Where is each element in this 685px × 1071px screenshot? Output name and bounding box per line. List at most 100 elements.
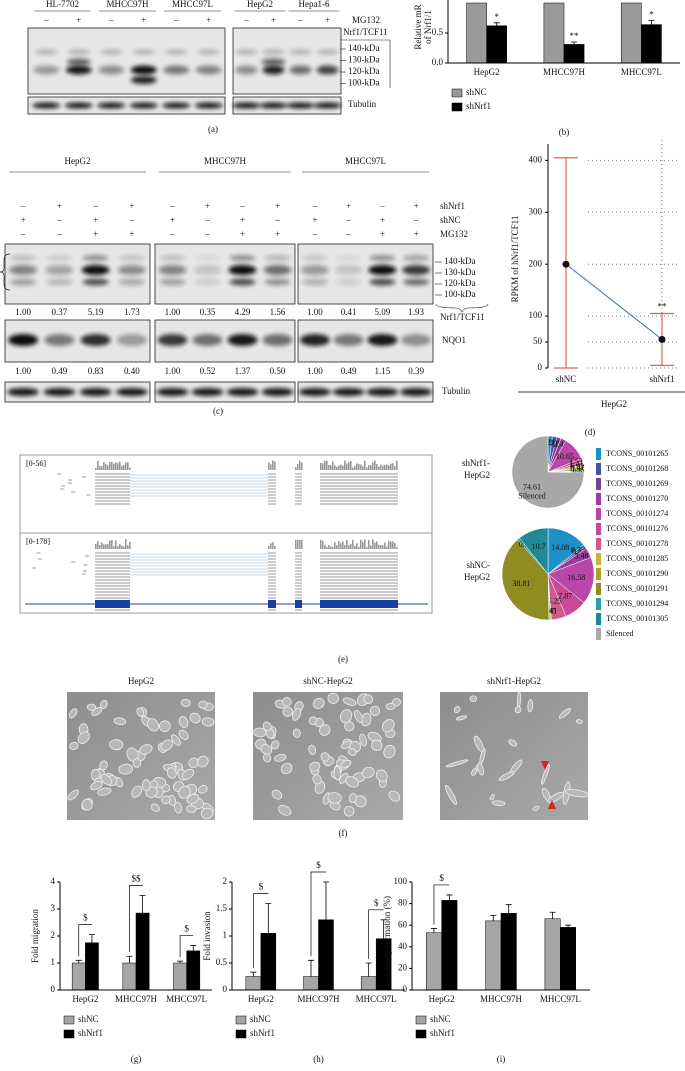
bar [425,932,442,991]
group-label: HepG2 [65,156,91,166]
sign: + [240,229,245,239]
y-tick-label: 0.0 [432,57,444,67]
band [158,265,187,275]
bracket [368,909,384,959]
brace [435,303,489,313]
band [65,65,92,75]
blot [27,27,226,95]
cell [262,721,272,732]
coverage [354,465,356,470]
significance: $ [184,924,189,934]
error-bar [571,41,578,45]
coverage [360,539,362,549]
cell [348,793,358,804]
sign: + [414,201,419,211]
significance: $ [83,913,88,923]
coverage [356,463,358,470]
exon [268,600,276,608]
cell [97,787,112,796]
pie-title: shNC- [466,560,490,570]
y-axis-label: RPKM of hNrf1/TCF11 [510,216,520,303]
legend-swatch [596,478,601,490]
band [264,255,291,261]
cell [361,766,375,779]
coverage [344,460,346,470]
x-tick-label: MHCC97H [297,994,340,1004]
panel-label: (e) [338,654,348,664]
coverage [340,543,342,549]
coverage [101,542,103,549]
y-tick-label: 200 [529,258,543,268]
coverage [99,465,101,470]
pie-slice [501,539,550,621]
group-label: MHCC97L [345,156,386,166]
sign: + [129,229,134,239]
coverage [320,462,322,470]
band [192,334,223,346]
bar [303,976,319,991]
band [261,58,286,66]
quant-value: 1.93 [408,307,424,317]
coverage [123,546,125,549]
band [157,334,188,346]
band [286,102,315,109]
band [194,102,223,109]
cell [344,721,355,732]
band [262,65,285,75]
band [156,388,189,396]
sign: + [271,15,276,25]
panel-label: (h) [313,1054,324,1064]
size-label: 120-kDa [444,278,476,288]
bar [318,919,334,991]
sign: + [205,201,210,211]
band [401,334,432,346]
legend-label: shNrf1 [430,1028,455,1038]
coverage [330,465,332,470]
cell [139,744,153,755]
sign: – [243,15,249,25]
legend-swatch [596,538,601,550]
band [226,388,259,396]
sign: – [297,15,303,25]
cell [527,699,534,713]
coverage [103,462,105,470]
sign: – [20,201,26,211]
cell [363,694,373,704]
bar [563,44,585,64]
slice-label: 0.8 [519,540,529,549]
coverage [111,461,113,470]
y-tick-label: 2 [223,876,228,886]
y-tick-label: 0 [223,984,228,994]
image-title: shNC-HepG2 [303,676,353,686]
sign: + [312,215,317,225]
band [118,278,145,286]
bar [560,927,577,991]
cell [343,805,355,817]
coverage [350,460,352,470]
coverage [99,544,101,549]
coverage [115,540,117,549]
cell [181,768,195,780]
coverage [324,460,326,470]
coverage [334,542,336,549]
cell [477,762,485,776]
legend-label: TCONS_00101278 [606,539,668,548]
band [289,65,312,75]
band [263,265,292,275]
cell [508,739,518,747]
cell [178,729,189,740]
cell [150,803,160,812]
blot [4,381,151,403]
coverage [103,544,105,549]
band [403,255,430,261]
coverage [334,465,336,470]
row-label: MG132 [440,229,468,239]
legend-label: TCONS_00101285 [606,554,668,563]
coverage [101,466,103,470]
coverage [344,545,346,549]
coverage [295,467,297,470]
slice-label: 2.45 [554,440,568,449]
image-title: shNrf1-HepG2 [487,676,541,686]
legend-label: TCONS_00101269 [606,479,668,488]
row-label: MG132 [352,15,380,25]
